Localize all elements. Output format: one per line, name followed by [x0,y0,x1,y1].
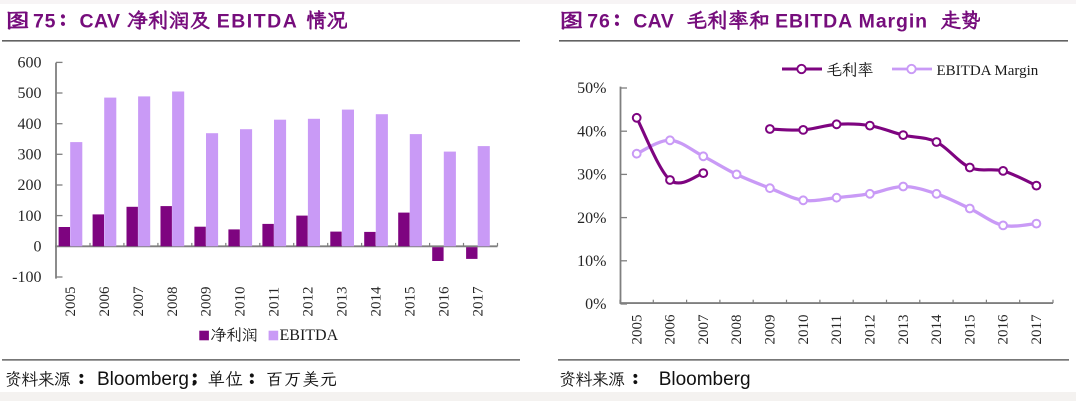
svg-text:2011: 2011 [829,315,845,344]
svg-text:2007: 2007 [131,286,147,317]
svg-text:2010: 2010 [233,287,249,317]
svg-text:CAV: CAV [80,10,121,32]
svg-text:2012: 2012 [863,315,879,345]
svg-text:2009: 2009 [199,287,215,317]
svg-text:2005: 2005 [63,287,79,317]
svg-text:CAV: CAV [633,10,674,32]
svg-text:EBITDA Margin: EBITDA Margin [937,63,1039,79]
svg-text:30%: 30% [577,167,606,184]
svg-text:0%: 0% [585,296,606,313]
svg-text:2014: 2014 [929,314,945,345]
svg-text:20%: 20% [577,210,606,227]
svg-text:40%: 40% [577,123,606,140]
svg-text:2009: 2009 [763,315,779,345]
svg-text:2008: 2008 [165,287,181,317]
svg-text:2006: 2006 [97,286,113,317]
svg-text:2016: 2016 [996,314,1012,345]
svg-text:EBITDA Margin: EBITDA Margin [775,10,928,32]
svg-text:2010: 2010 [796,315,812,345]
svg-text:10%: 10% [577,253,606,270]
svg-text:2008: 2008 [729,315,745,345]
svg-text:0: 0 [34,239,42,256]
svg-text:2014: 2014 [369,286,385,317]
svg-text:Bloomberg: Bloomberg [659,369,751,390]
svg-text:2017: 2017 [1029,314,1045,345]
svg-text:76: 76 [587,10,610,32]
svg-text:2017: 2017 [470,286,486,317]
svg-text:2012: 2012 [301,287,317,317]
svg-text:100: 100 [18,208,42,225]
svg-text:2005: 2005 [629,315,645,345]
svg-text:2007: 2007 [696,314,712,345]
svg-text:50%: 50% [577,80,606,97]
svg-text:EBITDA: EBITDA [280,327,339,344]
svg-text:2015: 2015 [403,287,419,317]
svg-text:300: 300 [18,147,42,164]
svg-text:200: 200 [18,177,42,194]
svg-text:75: 75 [33,10,56,32]
svg-text:2016: 2016 [437,286,453,317]
svg-text:2011: 2011 [267,287,283,316]
svg-text:2015: 2015 [962,315,978,345]
svg-text:EBITDA: EBITDA [217,10,299,32]
svg-text:2013: 2013 [896,315,912,345]
svg-text:2013: 2013 [335,287,351,317]
svg-text:600: 600 [18,55,42,72]
svg-text:-100: -100 [12,269,41,286]
svg-text:Bloomberg: Bloomberg [97,369,189,390]
svg-text:2006: 2006 [663,314,679,345]
svg-text:500: 500 [18,85,42,102]
svg-text:400: 400 [18,116,42,133]
